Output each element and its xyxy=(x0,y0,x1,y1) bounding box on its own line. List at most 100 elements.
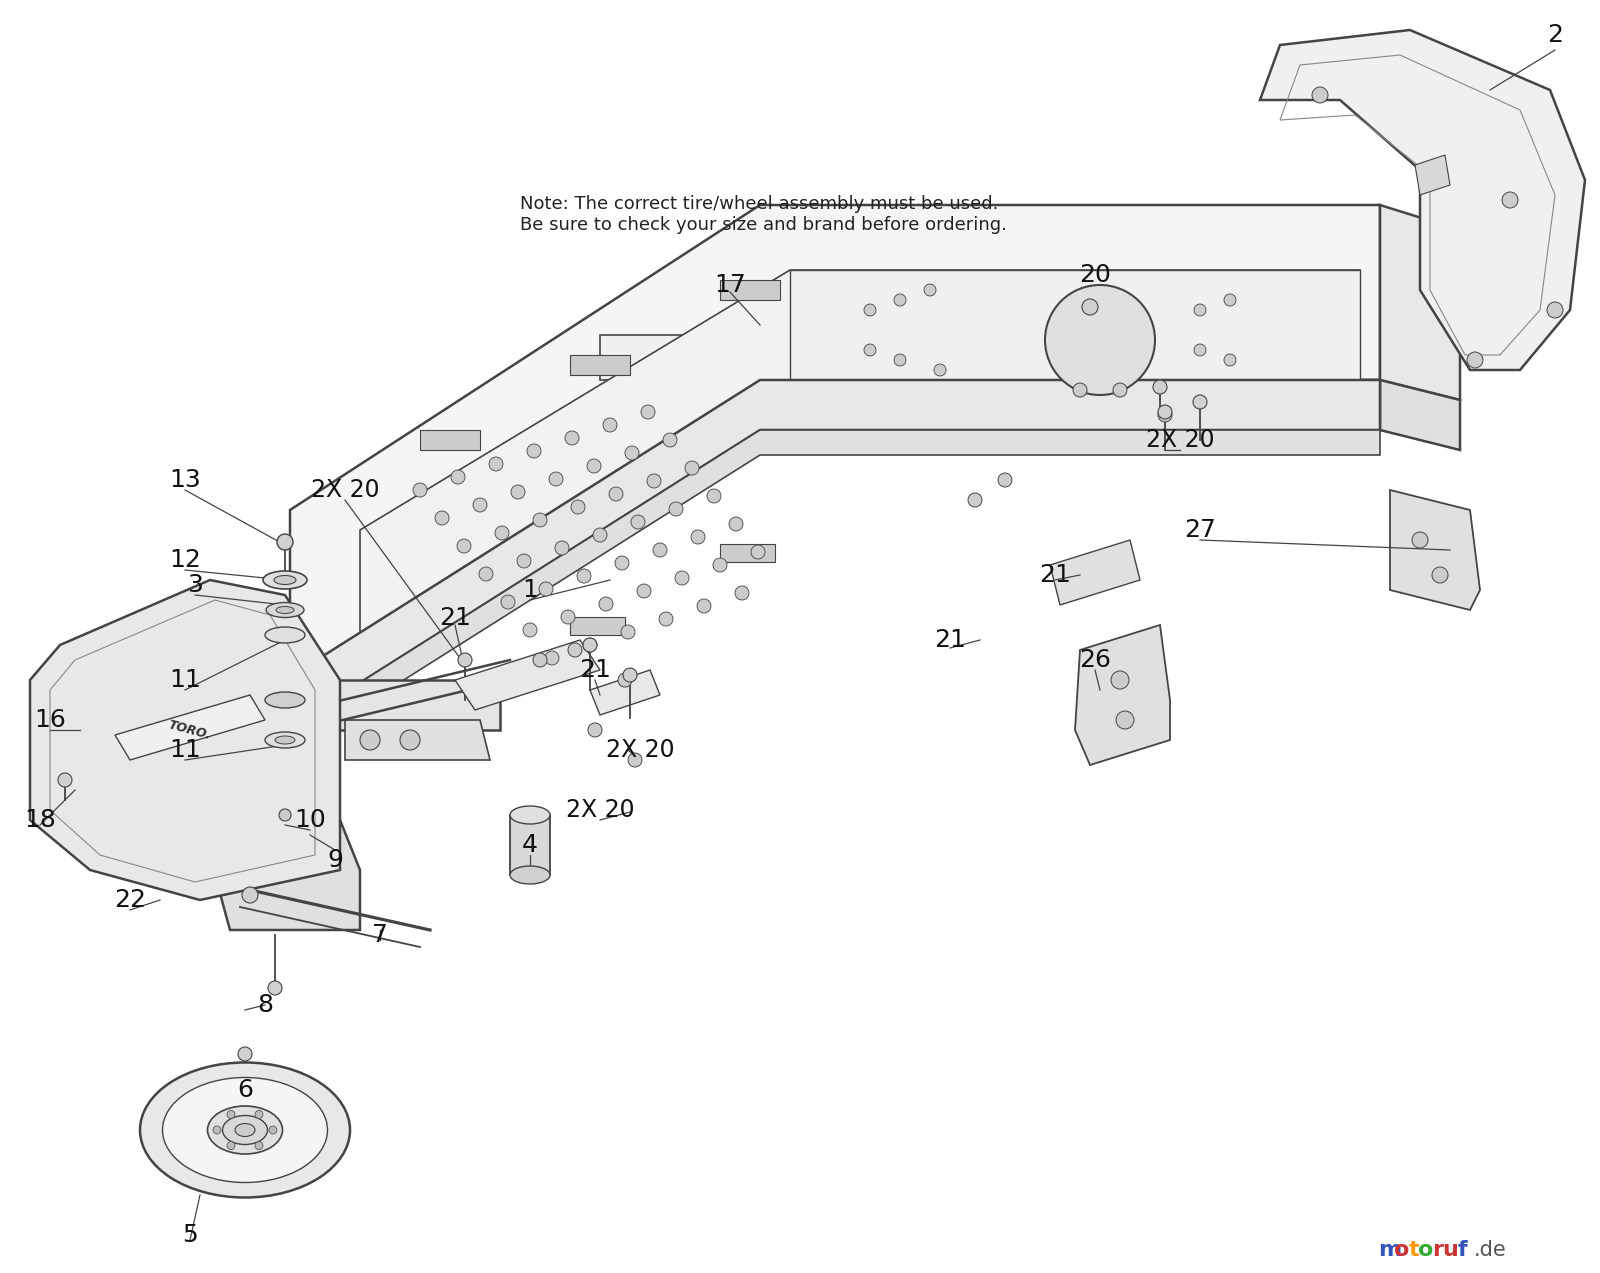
Circle shape xyxy=(714,558,726,572)
Text: 2X 20: 2X 20 xyxy=(606,738,674,763)
Circle shape xyxy=(1194,344,1206,356)
Polygon shape xyxy=(115,695,266,760)
Text: 5: 5 xyxy=(182,1223,198,1248)
Text: 13: 13 xyxy=(170,468,202,491)
Circle shape xyxy=(1224,294,1235,306)
Circle shape xyxy=(618,673,632,687)
Circle shape xyxy=(587,460,602,474)
Circle shape xyxy=(269,1127,277,1134)
Text: m: m xyxy=(1378,1240,1402,1260)
Circle shape xyxy=(565,432,579,446)
Circle shape xyxy=(474,498,486,512)
Text: 21: 21 xyxy=(1038,563,1070,587)
Ellipse shape xyxy=(510,806,550,824)
Circle shape xyxy=(278,810,291,821)
Ellipse shape xyxy=(275,736,294,743)
Circle shape xyxy=(894,354,906,367)
Circle shape xyxy=(1413,532,1429,547)
Text: 18: 18 xyxy=(24,808,56,833)
Text: 21: 21 xyxy=(579,658,611,682)
Circle shape xyxy=(675,572,690,586)
Text: 7: 7 xyxy=(373,923,387,947)
Circle shape xyxy=(277,533,293,550)
Text: 1: 1 xyxy=(522,578,538,602)
Text: 3: 3 xyxy=(187,573,203,597)
Circle shape xyxy=(523,622,538,636)
Text: 4: 4 xyxy=(522,833,538,857)
Circle shape xyxy=(691,530,706,544)
Circle shape xyxy=(589,723,602,737)
Text: 2: 2 xyxy=(1547,23,1563,47)
Polygon shape xyxy=(30,580,339,900)
Circle shape xyxy=(458,653,472,667)
Circle shape xyxy=(734,586,749,600)
Circle shape xyxy=(698,600,710,614)
Circle shape xyxy=(533,513,547,527)
Circle shape xyxy=(653,544,667,558)
Circle shape xyxy=(894,294,906,306)
Polygon shape xyxy=(570,355,630,376)
Circle shape xyxy=(750,545,765,559)
Circle shape xyxy=(1110,671,1130,689)
Circle shape xyxy=(238,1046,253,1060)
Circle shape xyxy=(1502,192,1518,207)
Circle shape xyxy=(568,643,582,657)
Polygon shape xyxy=(1379,381,1459,449)
Circle shape xyxy=(254,1110,262,1119)
Circle shape xyxy=(1158,409,1171,423)
Circle shape xyxy=(490,457,502,471)
Polygon shape xyxy=(510,815,550,875)
Circle shape xyxy=(1158,405,1171,419)
Text: u: u xyxy=(1442,1240,1458,1260)
Circle shape xyxy=(1045,285,1155,395)
Text: 10: 10 xyxy=(294,808,326,833)
Circle shape xyxy=(1224,354,1235,367)
Polygon shape xyxy=(266,635,306,700)
Polygon shape xyxy=(720,544,774,561)
Ellipse shape xyxy=(266,693,306,708)
Circle shape xyxy=(1432,566,1448,583)
Circle shape xyxy=(626,446,638,460)
Circle shape xyxy=(646,474,661,488)
Text: 26: 26 xyxy=(1078,648,1110,672)
Text: 16: 16 xyxy=(34,708,66,732)
Circle shape xyxy=(533,653,547,667)
Polygon shape xyxy=(214,820,360,931)
Circle shape xyxy=(269,981,282,995)
Circle shape xyxy=(621,625,635,639)
Text: 2X 20: 2X 20 xyxy=(310,477,379,502)
Text: 6: 6 xyxy=(237,1078,253,1102)
Circle shape xyxy=(501,594,515,608)
Circle shape xyxy=(730,517,742,531)
Text: 2X 20: 2X 20 xyxy=(566,798,634,822)
Circle shape xyxy=(934,364,946,376)
Ellipse shape xyxy=(141,1063,350,1198)
Polygon shape xyxy=(1261,31,1586,370)
Polygon shape xyxy=(720,280,781,300)
Circle shape xyxy=(546,651,558,665)
Ellipse shape xyxy=(266,732,306,749)
Circle shape xyxy=(598,597,613,611)
Polygon shape xyxy=(570,617,626,635)
Circle shape xyxy=(627,754,642,768)
Circle shape xyxy=(1312,87,1328,103)
Polygon shape xyxy=(419,430,480,449)
Text: r: r xyxy=(1432,1240,1443,1260)
Circle shape xyxy=(227,1110,235,1119)
Circle shape xyxy=(578,569,590,583)
Text: 11: 11 xyxy=(170,738,202,763)
Circle shape xyxy=(1074,383,1086,397)
Circle shape xyxy=(360,729,381,750)
Polygon shape xyxy=(454,640,600,710)
Circle shape xyxy=(594,528,606,542)
Circle shape xyxy=(458,538,470,552)
Circle shape xyxy=(998,474,1013,488)
Text: 21: 21 xyxy=(438,606,470,630)
Circle shape xyxy=(1194,304,1206,316)
Text: f: f xyxy=(1458,1240,1467,1260)
Polygon shape xyxy=(290,381,1379,729)
Text: 8: 8 xyxy=(258,993,274,1017)
Polygon shape xyxy=(360,270,1360,640)
Ellipse shape xyxy=(235,1124,254,1137)
Ellipse shape xyxy=(274,575,296,584)
